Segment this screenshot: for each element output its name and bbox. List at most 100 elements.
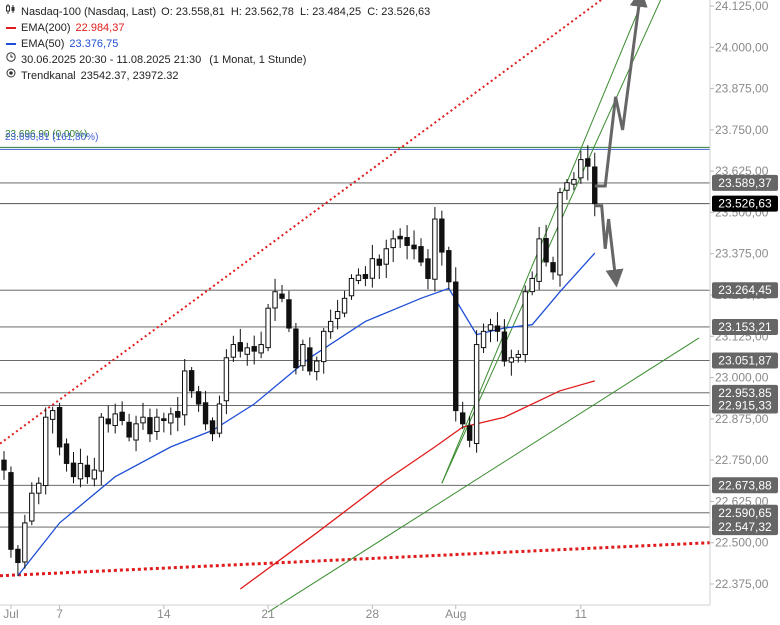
price-label-text: 23.589,37	[718, 176, 772, 190]
candlesticks	[1, 145, 598, 576]
candle-body	[446, 250, 452, 283]
price-label-text: 23.264,45	[718, 283, 772, 297]
candle-body	[473, 344, 480, 444]
candle	[70, 452, 77, 484]
ema50-swatch	[6, 43, 16, 45]
candle-body	[133, 423, 139, 441]
candle-body	[244, 347, 250, 355]
candle-body	[56, 406, 63, 448]
candle-body	[397, 235, 403, 240]
legend-title: Nasdaq-100 (Nasdaq, Last)	[21, 6, 157, 18]
price-level-label: 22.915,33	[712, 397, 778, 414]
candle-body	[70, 462, 77, 478]
candle-body	[432, 218, 438, 280]
candle-body	[49, 410, 56, 420]
x-tick-label: Jul	[3, 607, 18, 621]
green-trend-line	[267, 337, 700, 613]
candle	[543, 224, 549, 267]
candle-body	[223, 357, 230, 402]
candle-body	[557, 192, 563, 276]
candle	[557, 187, 563, 287]
candle	[460, 401, 466, 430]
legend-title-row: Nasdaq-100 (Nasdaq, Last) O: 23.558,81 H…	[6, 4, 430, 20]
candle	[494, 312, 501, 342]
candle-body	[279, 293, 285, 299]
candle	[355, 268, 362, 285]
price-label-box	[712, 477, 778, 494]
candle	[1, 451, 7, 480]
candle	[432, 207, 438, 292]
trend-lines	[0, 0, 711, 613]
candle	[480, 323, 487, 354]
legend-channel-values: 23542.37, 23972.32	[80, 70, 179, 82]
candle-body	[439, 218, 445, 253]
candle-body	[571, 178, 577, 185]
y-tick-label: 23.000,00	[715, 371, 769, 385]
candle	[362, 266, 369, 287]
candle-body	[390, 238, 396, 249]
candle-body	[341, 297, 348, 314]
candle	[265, 303, 271, 352]
fib-label-0: 23.696,90 (0,00%)	[5, 129, 87, 140]
candle-body	[29, 492, 35, 522]
horizontal-levels	[0, 182, 710, 528]
candle-body	[63, 443, 70, 464]
legend-period-row: 30.06.2025 20:30 - 11.08.2025 21:30 (1 M…	[6, 52, 430, 68]
price-label-box	[712, 318, 778, 335]
legend-ema50-row[interactable]: EMA(50) 23.376,75	[6, 36, 430, 52]
candle-body	[376, 258, 383, 266]
candle-body	[307, 347, 313, 372]
candle	[536, 226, 542, 290]
candle	[550, 256, 556, 280]
ema200-value: 22.984,37	[75, 22, 125, 34]
scenario-arrow-down	[594, 204, 624, 288]
candle-body	[15, 548, 21, 564]
x-tick-label: Aug	[445, 607, 466, 621]
candle	[321, 327, 327, 374]
candle	[63, 438, 70, 472]
candle	[585, 145, 591, 181]
candle	[126, 413, 132, 442]
candle-body	[383, 248, 389, 265]
candle	[571, 172, 577, 191]
candle-body	[98, 416, 104, 472]
candle	[258, 331, 264, 359]
price-level-label: 23.526,63	[712, 195, 778, 212]
candle	[341, 290, 348, 318]
candle	[327, 309, 334, 339]
x-tick-label: 21	[261, 607, 275, 621]
candle	[8, 466, 14, 558]
candle	[188, 367, 195, 398]
candle	[466, 416, 473, 448]
candle	[418, 238, 424, 267]
candle-body	[487, 324, 494, 331]
candle	[195, 385, 202, 412]
candle-body	[258, 344, 264, 354]
candle	[119, 401, 125, 426]
price-level-label: 22.590,65	[712, 504, 778, 521]
trend-channel-lower	[0, 541, 711, 578]
candle	[446, 246, 452, 290]
target-icon	[6, 68, 16, 84]
candle	[376, 254, 383, 279]
legend-channel-row[interactable]: Trendkanal 23542.37, 23972.32	[6, 68, 430, 84]
candle	[91, 457, 98, 487]
candle	[36, 477, 42, 505]
candle	[473, 330, 480, 453]
candle	[154, 408, 160, 440]
legend-ema200-row[interactable]: EMA(200) 22.984,37	[6, 20, 430, 36]
candle-body	[43, 416, 49, 487]
candle-body	[140, 416, 146, 424]
ema200-swatch	[6, 27, 16, 29]
scenario-arrow-up	[594, 0, 648, 188]
y-tick-label: 23.625,00	[715, 164, 769, 178]
price-label-box	[712, 195, 778, 212]
candle-body	[293, 328, 299, 369]
candle-body	[550, 262, 556, 273]
candle-body	[453, 281, 459, 412]
candle	[307, 337, 313, 376]
y-tick-label: 23.750,00	[715, 123, 769, 137]
candle-body	[209, 420, 216, 435]
candle	[22, 514, 28, 569]
